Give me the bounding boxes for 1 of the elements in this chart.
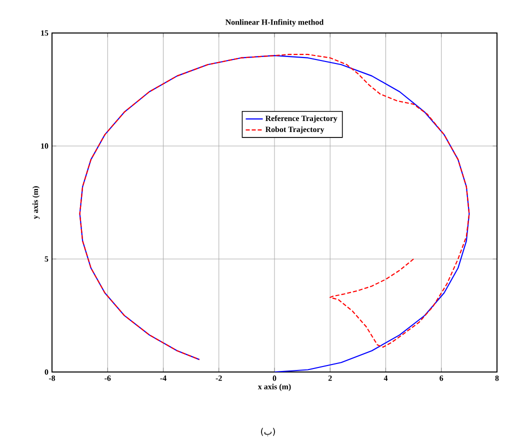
text: (ب) [261,428,275,436]
